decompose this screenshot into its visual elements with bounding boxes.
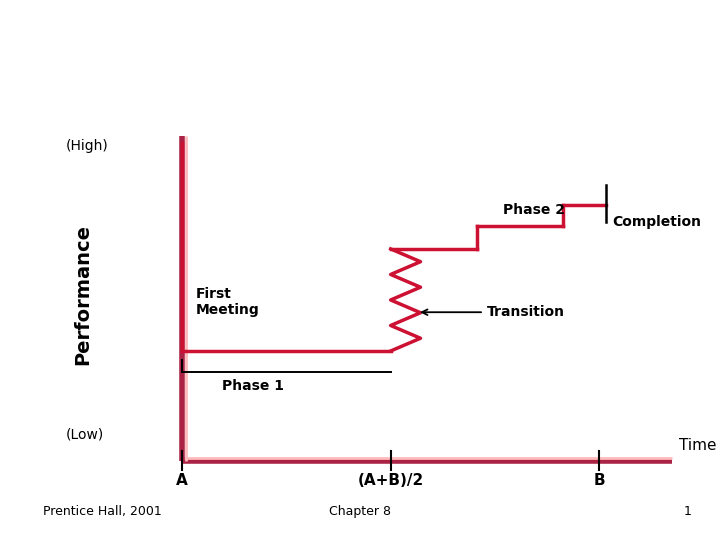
Text: Chapter 8: Chapter 8 [329, 505, 391, 518]
Text: Phase 2: Phase 2 [503, 203, 565, 217]
Text: Transition: Transition [422, 305, 564, 319]
Text: Time: Time [679, 438, 716, 453]
Text: Performance: Performance [73, 224, 92, 365]
Text: Punctuated-Equilibrium Model: Punctuated-Equilibrium Model [143, 50, 642, 77]
Text: First
Meeting: First Meeting [195, 287, 259, 317]
Text: A: A [176, 473, 188, 488]
Text: 1: 1 [683, 505, 691, 518]
Text: B: B [593, 473, 605, 488]
Text: Phase 1: Phase 1 [222, 379, 284, 393]
Text: (Low): (Low) [66, 427, 104, 441]
Text: Prentice Hall, 2001: Prentice Hall, 2001 [43, 505, 162, 518]
Text: Completion: Completion [613, 215, 701, 230]
Text: (A+B)/2: (A+B)/2 [358, 473, 424, 488]
Text: (High): (High) [66, 139, 109, 153]
